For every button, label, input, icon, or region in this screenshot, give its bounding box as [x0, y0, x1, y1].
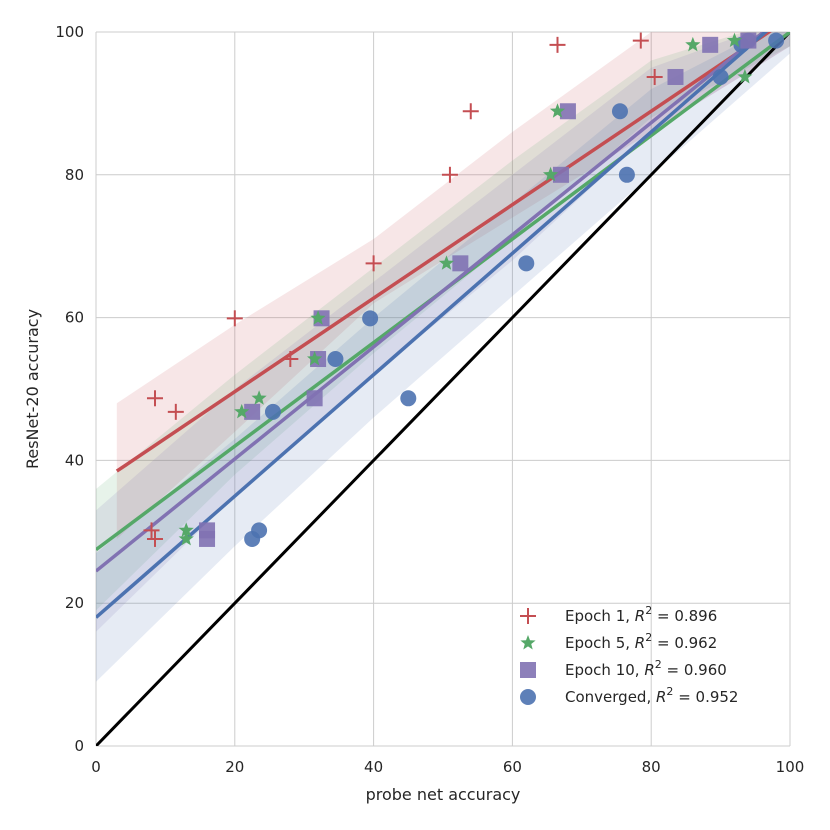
data-point — [452, 255, 469, 272]
legend: Epoch 1, R2 = 0.896 Epoch 5, R2 = 0.962 Ep… — [520, 604, 738, 706]
data-point — [646, 68, 663, 85]
x-axis-title: probe net accuracy — [366, 785, 521, 804]
data-point — [618, 166, 635, 183]
x-tick-label: 60 — [503, 758, 522, 776]
confidence-band — [96, 32, 790, 682]
data-point — [400, 390, 417, 407]
y-tick-label: 20 — [65, 594, 84, 612]
legend-entry: Epoch 5, R2 = 0.962 — [565, 631, 717, 652]
x-tick-label: 40 — [364, 758, 383, 776]
legend-marker — [520, 635, 536, 650]
data-point — [632, 32, 649, 49]
fit-lines — [96, 32, 790, 619]
x-tick-label: 80 — [642, 758, 661, 776]
data-point — [167, 403, 184, 420]
data-point — [251, 390, 267, 405]
data-point — [234, 403, 250, 419]
data-point — [712, 68, 729, 85]
tick-labels: 0 20 40 60 80 100 0 20 40 60 80 100 — [55, 23, 804, 776]
data-point — [146, 390, 163, 407]
data-point — [251, 522, 268, 539]
data-point — [327, 351, 344, 368]
x-tick-label: 100 — [776, 758, 805, 776]
data-point — [282, 351, 299, 368]
data-point — [552, 166, 569, 183]
legend-entry: Epoch 10, R2 = 0.960 — [565, 658, 727, 679]
fit-line — [96, 32, 769, 619]
y-tick-label: 40 — [65, 451, 84, 469]
legend-entry: Epoch 1, R2 = 0.896 — [565, 604, 717, 625]
data-point — [441, 166, 458, 183]
y-tick-label: 80 — [65, 166, 84, 184]
data-point — [143, 522, 160, 539]
scatter-points — [143, 32, 785, 547]
data-point — [244, 403, 261, 420]
data-point — [685, 36, 701, 52]
x-tick-label: 20 — [225, 758, 244, 776]
legend-marker — [520, 608, 536, 624]
fit-line — [115, 32, 772, 473]
data-point — [438, 255, 455, 270]
fit-line — [96, 32, 767, 573]
y-tick-label: 0 — [74, 737, 84, 755]
y-tick-label: 60 — [65, 309, 84, 327]
data-point — [740, 32, 757, 49]
data-point — [726, 32, 743, 48]
data-point — [199, 530, 216, 547]
data-point — [306, 390, 323, 407]
data-point — [146, 530, 163, 547]
data-point — [462, 103, 479, 120]
data-point — [518, 255, 535, 272]
data-point — [178, 522, 194, 537]
legend-marker — [520, 662, 536, 678]
data-point — [559, 103, 576, 120]
x-tick-label: 0 — [91, 758, 101, 776]
data-point — [178, 530, 194, 546]
data-point — [611, 103, 628, 120]
data-point — [702, 36, 719, 53]
data-point — [549, 36, 566, 53]
legend-entry: Converged, R2 = 0.952 — [565, 685, 738, 706]
data-point — [362, 310, 379, 327]
legend-marker — [520, 689, 536, 705]
data-point — [768, 32, 785, 49]
data-point — [365, 255, 382, 272]
data-point — [307, 351, 323, 366]
data-point — [542, 166, 559, 182]
identity-line-group — [96, 32, 790, 746]
data-point — [667, 68, 684, 85]
y-tick-label: 100 — [55, 23, 84, 41]
y-axis-title: ResNet-20 accuracy — [23, 309, 42, 469]
data-point — [310, 310, 326, 325]
data-point — [549, 103, 566, 118]
data-point — [264, 403, 281, 420]
data-point — [226, 310, 243, 327]
identity-line — [96, 32, 790, 746]
data-point — [737, 68, 753, 84]
